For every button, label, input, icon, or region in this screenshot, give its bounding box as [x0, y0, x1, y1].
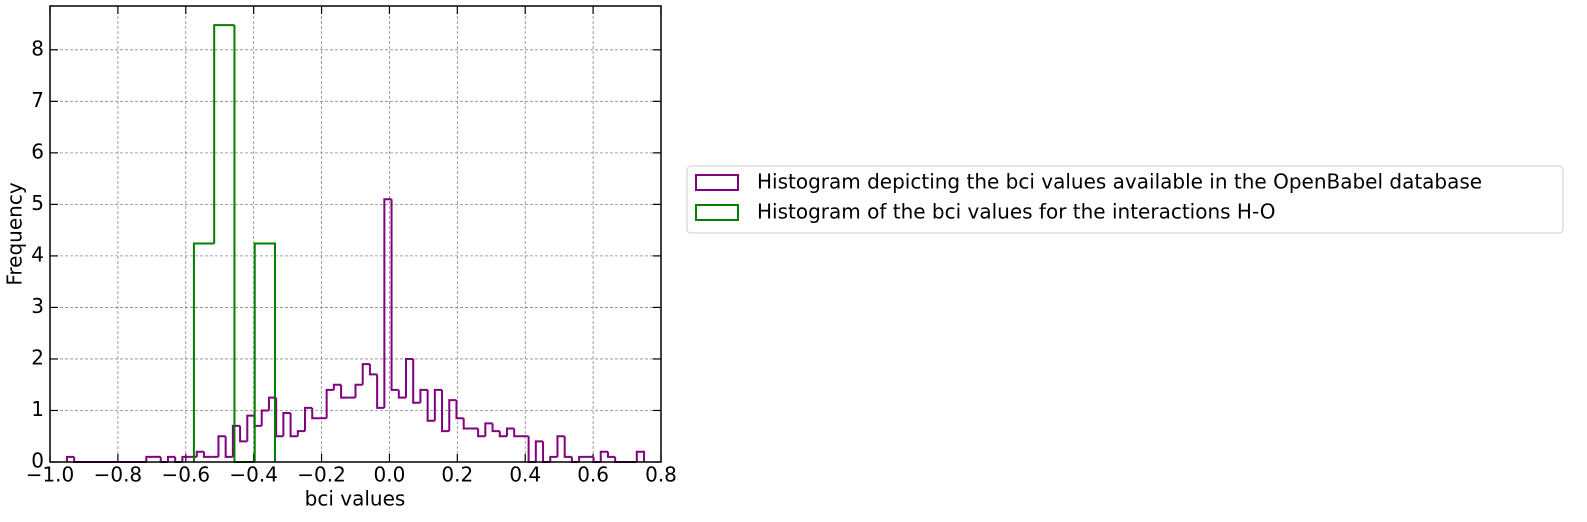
histogram-bin [592, 456, 601, 463]
x-tick-label: −0.6 [161, 463, 210, 487]
histogram-bin [484, 422, 493, 437]
y-tick-label: 3 [31, 294, 44, 318]
x-tick-label: 0.8 [645, 463, 677, 487]
histogram-bin [217, 435, 226, 457]
histogram-bin [412, 358, 421, 404]
x-tick-label: 0.6 [577, 463, 609, 487]
legend-box [686, 165, 1564, 234]
histogram-bin [599, 450, 608, 462]
histogram-bin [296, 430, 306, 437]
legend-label: Histogram of the bci values for the inte… [757, 200, 1275, 224]
legend-swatch [695, 204, 739, 221]
histogram-bin [311, 407, 320, 420]
histogram-bin [224, 436, 233, 458]
histogram-bin [570, 456, 580, 463]
histogram-bin [73, 456, 82, 463]
histogram-bin [166, 455, 176, 462]
histogram-bin [260, 409, 269, 426]
x-tick-label: 0.0 [374, 463, 406, 487]
histogram-bin [614, 456, 623, 463]
x-tick-label: −0.8 [94, 463, 143, 487]
histogram-bin [556, 435, 565, 457]
y-tick-label: 6 [31, 139, 44, 163]
histogram-bin [513, 428, 522, 438]
y-tick-label: 7 [31, 88, 44, 112]
histogram-bin [397, 389, 406, 399]
histogram-bin [441, 389, 450, 433]
histogram-bin [246, 414, 255, 442]
y-tick-label: 0 [31, 449, 44, 473]
histogram-bin [65, 455, 75, 462]
histogram-bin [267, 396, 277, 411]
histogram-bin [527, 436, 536, 463]
x-axis-label: bci values [305, 487, 406, 511]
y-tick-label: 1 [31, 397, 44, 421]
histogram-bin [419, 388, 428, 403]
histogram-bin [233, 25, 255, 463]
histogram-bin [340, 384, 349, 399]
histogram-bin [174, 456, 183, 463]
histogram-bin [195, 450, 205, 457]
histogram-bin [491, 423, 500, 433]
histogram-bin [383, 198, 392, 408]
x-tick-label: 0.4 [509, 463, 541, 487]
histogram-bin [563, 436, 572, 458]
histogram-bin [354, 383, 363, 398]
histogram-bin [239, 425, 248, 443]
histogram-bin [275, 397, 284, 438]
y-tick-label: 8 [31, 36, 44, 60]
x-tick-label: −0.2 [297, 463, 346, 487]
histogram-bin [213, 24, 235, 244]
histogram-bin [635, 450, 646, 462]
histogram-bin [253, 242, 276, 462]
histogram-bin [304, 406, 313, 432]
histogram-bin [426, 389, 435, 422]
histogram-bin [534, 440, 544, 462]
histogram-bin [181, 455, 190, 462]
histogram-bin [477, 428, 486, 438]
histogram-bin [433, 388, 443, 421]
histogram-bin [542, 441, 551, 463]
histogram-bin [145, 455, 154, 462]
y-tick-label: 5 [31, 191, 44, 215]
histogram-bin [390, 199, 399, 391]
histogram-bin [325, 388, 334, 419]
legend-label: Histogram depicting the bci values avail… [757, 170, 1482, 194]
histogram-bin [368, 364, 378, 376]
x-tick-label: 0.2 [441, 463, 473, 487]
histogram-bin [282, 412, 291, 437]
plot-frame [49, 5, 662, 463]
histogram-bin [498, 431, 507, 438]
histogram-bin [505, 427, 515, 437]
y-tick-label: 2 [31, 345, 44, 369]
histogram-bin [404, 357, 414, 398]
histogram-bin [361, 363, 370, 385]
x-tick-label: −0.4 [229, 463, 278, 487]
histogram-bin [203, 451, 212, 458]
histogram-bin [578, 455, 587, 462]
y-tick-label: 4 [31, 242, 44, 266]
histogram-bin [332, 383, 342, 390]
histogram-bin [192, 242, 215, 462]
histogram-bin [462, 418, 471, 430]
histogram-bin [549, 455, 558, 462]
x-tick-label: −1.0 [26, 463, 75, 487]
y-axis-label: Frequency [3, 182, 27, 285]
histogram-bin [448, 399, 457, 432]
legend-swatch [695, 174, 739, 191]
histogram-bin [289, 413, 298, 438]
histogram-bin [376, 374, 385, 409]
histogram-bin [455, 400, 464, 420]
histogram-bin [606, 451, 616, 458]
histogram-bin [231, 424, 241, 457]
histogram-bin [159, 456, 168, 463]
